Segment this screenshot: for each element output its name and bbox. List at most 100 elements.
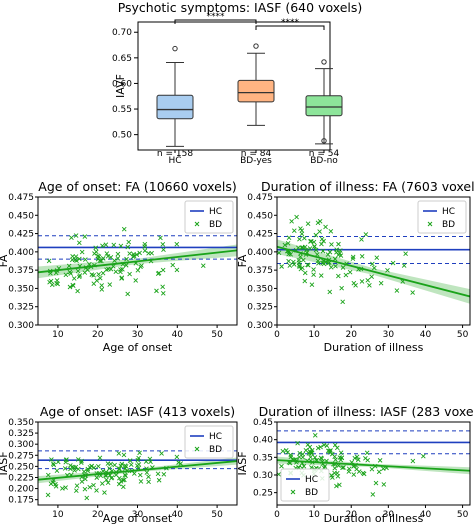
panel3-ytick-label: 0.225 (8, 473, 34, 483)
panel3-bd-point (113, 472, 119, 478)
panel4-xtick-label: 20 (346, 510, 358, 520)
panel2-bd-point (296, 260, 302, 265)
panel1-bd-point (93, 249, 99, 255)
panel2-bd-point (337, 248, 343, 253)
panel2-bd-point (403, 251, 408, 257)
panel4-bd-point (334, 445, 340, 451)
significance-label: **** (207, 12, 226, 22)
panel3-plot-area (38, 450, 237, 501)
panel4-bd-point (280, 448, 286, 454)
panel1-bd-point (100, 243, 105, 249)
panel2-bd-point (319, 241, 324, 247)
panel3-legend-hc-label: HC (209, 432, 222, 442)
panel2-xtick-label: 10 (308, 330, 320, 340)
panel2-bd-point (328, 229, 334, 234)
panel3-bd-point (54, 468, 60, 473)
panel4-xtick-label: 0 (274, 510, 280, 520)
panel3-bd-point (74, 488, 79, 494)
panel4-ytick-label: 0.25 (253, 489, 273, 499)
panel1-bd-point (91, 272, 96, 278)
panel1-bd-point (125, 244, 131, 250)
panel2-bd-point (299, 245, 305, 250)
panel3-bd-point (136, 455, 141, 461)
panel4-bd-point (354, 454, 360, 460)
panel3-bd-point (63, 485, 68, 490)
panel2-bd-point (311, 272, 316, 278)
panel4-bd-point (332, 465, 338, 471)
panel1-bd-point (73, 233, 79, 238)
panel4-bd-point (322, 464, 328, 469)
panel3-legend-box (184, 425, 234, 459)
panel4-fit-line (277, 459, 470, 472)
panel4-xlabel: Duration of illness (324, 512, 424, 525)
panel3-bd-point (159, 451, 164, 456)
panel1-ytick-label: 0.300 (8, 321, 34, 331)
panel1-bd-point (53, 270, 59, 276)
panel1-bd-point (134, 252, 140, 257)
panel2-bd-point (285, 240, 291, 246)
panel3-bd-point (137, 450, 142, 456)
panel2-xtick-label: 50 (457, 330, 469, 340)
panel2-bd-point (385, 268, 390, 273)
panel2-bd-point (297, 236, 302, 242)
panel2-xtick-label: 20 (346, 330, 358, 340)
panel4-bd-point (321, 442, 327, 448)
panel1-bd-point (142, 248, 148, 254)
panel2-bd-point (326, 260, 331, 266)
panel1-title: Age of onset: FA (10660 voxels) (38, 179, 236, 194)
panel1-fit-line (38, 249, 237, 274)
panel1-bd-point (97, 258, 103, 264)
panel2-bd-point (394, 288, 400, 293)
panel1-bd-point (119, 276, 124, 281)
panel3-bd-point (91, 465, 97, 471)
panel4-ytick-label: 0.40 (253, 436, 273, 446)
panel1-bd-point (142, 241, 148, 247)
panel2-legend-bd-swatch (427, 221, 433, 227)
panel1-bd-point (55, 281, 61, 287)
panel3-bd-point (51, 462, 57, 468)
panel4-xtick-label: 10 (308, 510, 320, 520)
panel2-bd-point (312, 244, 317, 249)
panel1-bd-point (69, 235, 74, 241)
box-plot-ytick-label: 0.70 (112, 28, 132, 38)
panel1-xtick-label: 40 (172, 330, 184, 340)
panel1-ytick-label: 0.450 (8, 211, 34, 221)
box-plot-count-label: n = 84 (241, 149, 272, 159)
panel3-bd-point (123, 473, 128, 479)
panel2-bd-point (369, 274, 374, 280)
panel2-bd-point (359, 253, 365, 259)
panel4-frame (276, 421, 471, 506)
panel4-bd-point (297, 450, 303, 456)
panel1-bd-point (100, 270, 106, 276)
significance-bracket (255, 25, 325, 30)
panel2-ytick-label: 0.400 (247, 248, 273, 258)
panel3-bd-point (118, 479, 124, 484)
panel2-bd-point (298, 226, 303, 231)
panel4-bd-point (308, 454, 313, 460)
box-iqr (237, 79, 275, 103)
panel1-bd-point (161, 247, 166, 252)
panel2-ytick-label: 0.475 (247, 193, 273, 203)
panel3-xtick-label: 50 (211, 510, 223, 520)
panel2-bd-point (338, 253, 344, 258)
panel1-bd-point (133, 278, 139, 283)
box-flier (172, 45, 178, 52)
panel2-bd-point (307, 246, 313, 251)
panel1-bd-point (137, 250, 142, 256)
panel4-xtick-label: 40 (420, 510, 432, 520)
panel2-bd-point (351, 280, 357, 286)
panel1-ytick-label: 0.425 (8, 230, 34, 240)
panel1-bd-point (99, 258, 104, 264)
panel3-bd-point (55, 459, 61, 465)
panel4-bd-point (327, 450, 333, 455)
panel2-bd-point (315, 220, 321, 226)
panel1-bd-point (125, 291, 131, 297)
panel4-ylabel: IASF (236, 451, 249, 475)
panel2-ytick-label: 0.425 (247, 230, 273, 240)
panel1-bd-point (70, 282, 76, 288)
panel1-bd-point (82, 234, 88, 239)
panel2-legend-bd-label: BD (442, 220, 455, 230)
panel4-bd-point (305, 442, 311, 448)
panel2-bd-point (302, 235, 307, 241)
panel2-bd-point (343, 272, 349, 278)
